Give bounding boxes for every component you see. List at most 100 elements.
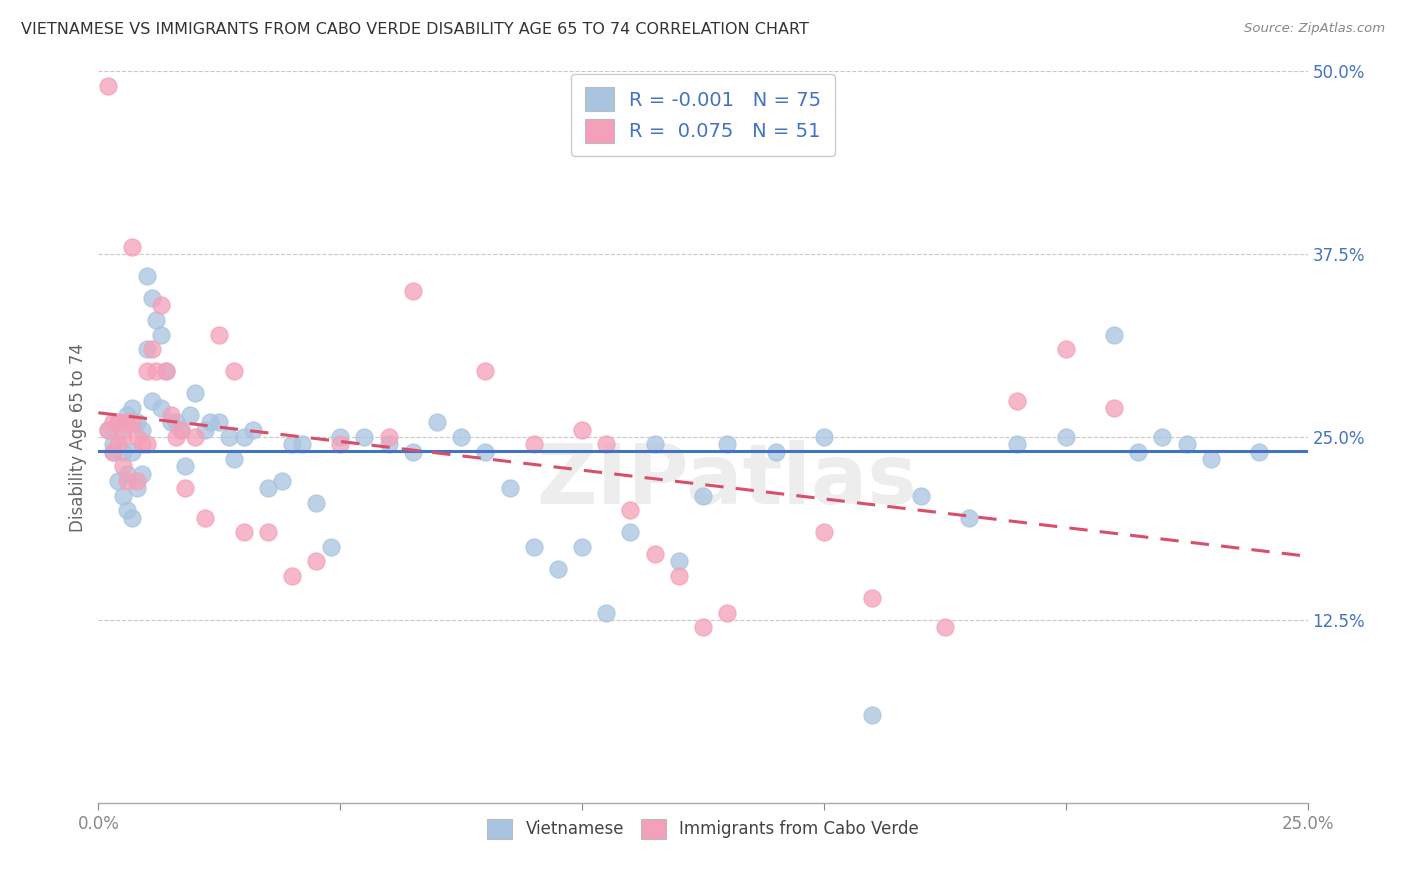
Point	[150, 298, 173, 312]
Point	[498, 481, 520, 495]
Point	[860, 708, 883, 723]
Point	[934, 620, 956, 634]
Point	[135, 364, 157, 378]
Point	[1175, 437, 1198, 451]
Point	[117, 416, 139, 430]
Point	[644, 437, 666, 451]
Point	[150, 327, 173, 342]
Point	[155, 364, 177, 378]
Point	[222, 452, 245, 467]
Point	[218, 430, 240, 444]
Point	[135, 269, 157, 284]
Point	[131, 437, 153, 451]
Point	[305, 496, 328, 510]
Point	[523, 540, 546, 554]
Point	[169, 423, 191, 437]
Point	[101, 444, 124, 458]
Point	[595, 606, 617, 620]
Point	[426, 416, 449, 430]
Point	[107, 474, 129, 488]
Point	[97, 423, 120, 437]
Point	[256, 525, 278, 540]
Y-axis label: Disability Age 65 to 74: Disability Age 65 to 74	[69, 343, 87, 532]
Point	[668, 554, 690, 568]
Point	[121, 444, 143, 458]
Point	[1102, 327, 1125, 342]
Point	[692, 489, 714, 503]
Point	[523, 437, 546, 451]
Point	[121, 240, 143, 254]
Point	[571, 540, 593, 554]
Point	[165, 416, 187, 430]
Point	[619, 503, 641, 517]
Point	[765, 444, 787, 458]
Point	[135, 437, 157, 451]
Point	[101, 416, 124, 430]
Point	[232, 525, 254, 540]
Point	[107, 416, 129, 430]
Point	[281, 437, 304, 451]
Point	[1102, 401, 1125, 415]
Point	[595, 437, 617, 451]
Point	[111, 459, 134, 474]
Point	[121, 416, 143, 430]
Point	[644, 547, 666, 561]
Point	[117, 408, 139, 422]
Point	[141, 343, 163, 357]
Point	[155, 364, 177, 378]
Point	[127, 474, 149, 488]
Point	[329, 430, 352, 444]
Point	[242, 423, 264, 437]
Point	[571, 423, 593, 437]
Point	[281, 569, 304, 583]
Point	[353, 430, 375, 444]
Point	[1249, 444, 1271, 458]
Point	[169, 423, 191, 437]
Text: VIETNAMESE VS IMMIGRANTS FROM CABO VERDE DISABILITY AGE 65 TO 74 CORRELATION CHA: VIETNAMESE VS IMMIGRANTS FROM CABO VERDE…	[21, 22, 808, 37]
Point	[290, 437, 312, 451]
Point	[474, 364, 496, 378]
Point	[860, 591, 883, 605]
Point	[1054, 343, 1077, 357]
Point	[305, 554, 328, 568]
Point	[208, 327, 231, 342]
Point	[716, 606, 738, 620]
Point	[135, 343, 157, 357]
Point	[97, 78, 120, 93]
Point	[547, 562, 569, 576]
Point	[377, 430, 399, 444]
Point	[194, 510, 217, 524]
Point	[121, 510, 143, 524]
Point	[131, 467, 153, 481]
Point	[1007, 393, 1029, 408]
Point	[208, 416, 231, 430]
Point	[256, 481, 278, 495]
Point	[165, 430, 187, 444]
Point	[127, 430, 149, 444]
Point	[107, 416, 129, 430]
Point	[117, 503, 139, 517]
Point	[474, 444, 496, 458]
Point	[111, 430, 134, 444]
Point	[377, 437, 399, 451]
Point	[668, 569, 690, 583]
Point	[813, 430, 835, 444]
Point	[174, 481, 197, 495]
Point	[160, 416, 183, 430]
Point	[813, 525, 835, 540]
Point	[150, 401, 173, 415]
Point	[1007, 437, 1029, 451]
Point	[174, 459, 197, 474]
Point	[716, 437, 738, 451]
Point	[194, 423, 217, 437]
Point	[619, 525, 641, 540]
Legend: Vietnamese, Immigrants from Cabo Verde: Vietnamese, Immigrants from Cabo Verde	[481, 812, 925, 846]
Point	[141, 393, 163, 408]
Point	[1054, 430, 1077, 444]
Point	[179, 408, 201, 422]
Point	[97, 423, 120, 437]
Point	[101, 437, 124, 451]
Point	[319, 540, 342, 554]
Point	[121, 401, 143, 415]
Point	[111, 489, 134, 503]
